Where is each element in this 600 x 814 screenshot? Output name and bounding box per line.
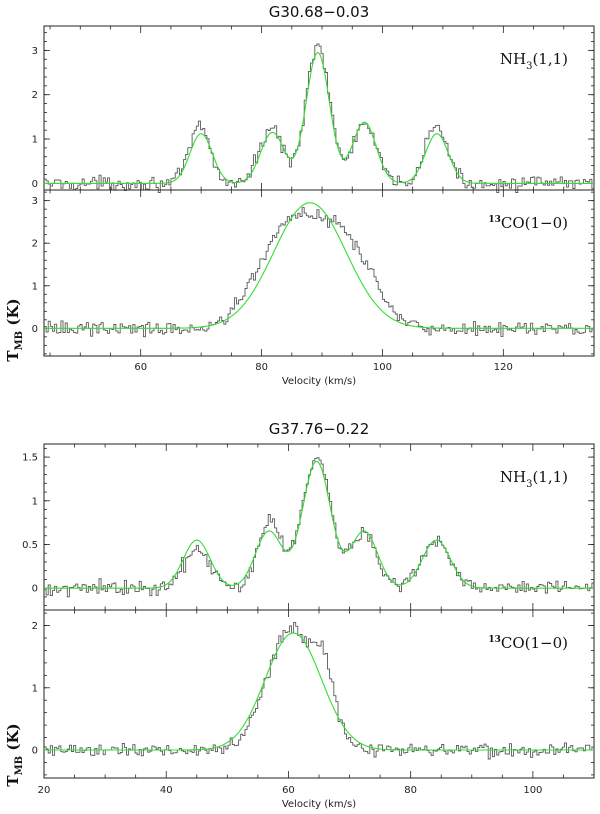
observed-spectrum	[44, 621, 594, 760]
y-tick-label: 3	[32, 46, 38, 57]
fit-curve	[44, 51, 594, 184]
y-tick-label: 3	[32, 196, 38, 207]
x-tick-label: 40	[160, 785, 173, 796]
chart-title: G37.76−0.22	[269, 420, 370, 438]
line-label: 13CO(1−0)	[488, 214, 568, 232]
panel-1: 0 1 2 20 40 60 80 100 13CO(1−0) TMB (K)	[4, 609, 595, 796]
y-tick-label: 1.5	[22, 453, 38, 464]
panel-1: 0 1 2 3 60 80 100 120 13CO(1−0) TMB (K)	[4, 189, 595, 373]
observed-spectrum	[44, 43, 594, 194]
observed-spectrum	[44, 457, 594, 598]
x-tick-label: 80	[255, 362, 268, 373]
line-label: NH3(1,1)	[500, 50, 568, 72]
fit-curve	[44, 632, 594, 751]
y-tick-label: 1	[32, 281, 38, 292]
y-tick-label: 2	[32, 621, 38, 632]
observed-spectrum	[44, 207, 594, 338]
x-tick-label: 100	[373, 362, 392, 373]
y-axis-label: TMB (K)	[4, 723, 25, 786]
line-label: NH3(1,1)	[500, 468, 568, 490]
y-tick-label: 2	[32, 90, 38, 101]
fit-curve	[44, 202, 594, 329]
figure-0: G30.68−0.03 0 1 2 3 NH3(1,1) 0 1 2 3 60 80 100 120 13C…	[4, 3, 595, 387]
y-tick-label: 1	[32, 496, 38, 507]
y-tick-label: 0	[32, 324, 38, 335]
x-tick-label: 20	[38, 785, 51, 796]
y-tick-label: 0.5	[22, 540, 38, 551]
x-tick-label: 80	[404, 785, 417, 796]
line-label: 13CO(1−0)	[488, 634, 568, 652]
plot-frame	[43, 189, 595, 357]
y-tick-label: 0	[32, 746, 38, 757]
y-tick-label: 0	[32, 584, 38, 595]
figure-1: G37.76−0.22 0 0.5 1 1.5 NH3(1,1) 0 1 2 20 40 60 80 10…	[4, 420, 595, 810]
y-tick-label: 2	[32, 239, 38, 250]
x-axis-label: Velocity (km/s)	[282, 799, 356, 810]
panel-0: 0 1 2 3 NH3(1,1)	[32, 25, 595, 194]
fit-curve	[44, 460, 594, 589]
x-tick-label: 100	[523, 785, 542, 796]
y-tick-label: 1	[32, 135, 38, 146]
y-tick-label: 1	[32, 683, 38, 694]
x-tick-label: 120	[494, 362, 513, 373]
x-tick-label: 60	[282, 785, 295, 796]
chart-title: G30.68−0.03	[269, 3, 370, 21]
y-tick-label: 0	[32, 179, 38, 190]
panel-0: 0 0.5 1 1.5 NH3(1,1)	[22, 443, 595, 611]
x-axis-label: Velocity (km/s)	[282, 376, 356, 387]
x-tick-label: 60	[134, 362, 147, 373]
y-axis-label: TMB (K)	[4, 298, 25, 361]
